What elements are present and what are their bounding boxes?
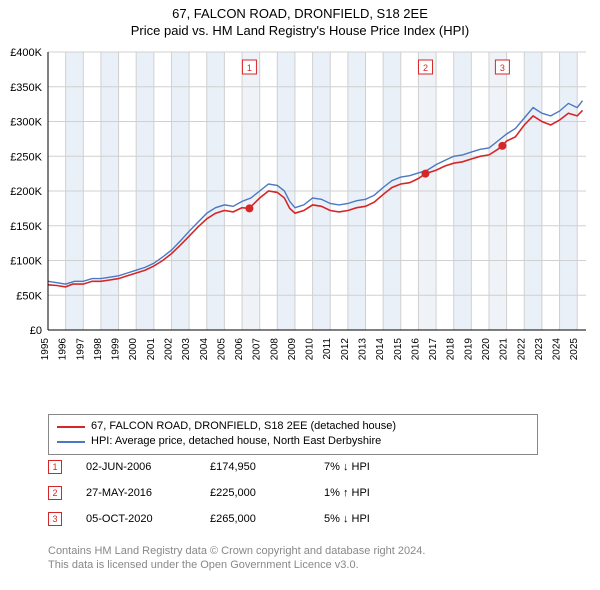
svg-text:1997: 1997 — [75, 338, 86, 361]
svg-text:2010: 2010 — [305, 338, 316, 361]
svg-text:2017: 2017 — [428, 338, 439, 361]
sale-price: £265,000 — [210, 513, 300, 525]
svg-text:2021: 2021 — [499, 338, 510, 361]
sale-hpi-delta: 1% ↑ HPI — [324, 487, 414, 499]
sale-date: 05-OCT-2020 — [86, 513, 186, 525]
svg-text:2007: 2007 — [252, 338, 263, 361]
legend-label-property: 67, FALCON ROAD, DRONFIELD, S18 2EE (det… — [91, 419, 396, 434]
title-block: 67, FALCON ROAD, DRONFIELD, S18 2EE Pric… — [0, 0, 600, 40]
table-row: 3 05-OCT-2020 £265,000 5% ↓ HPI — [48, 510, 414, 528]
svg-text:£0: £0 — [30, 325, 42, 337]
svg-text:2019: 2019 — [463, 338, 474, 361]
chart-title-subtitle: Price paid vs. HM Land Registry's House … — [0, 23, 600, 40]
svg-text:£400K: £400K — [10, 47, 42, 59]
legend-row-property: 67, FALCON ROAD, DRONFIELD, S18 2EE (det… — [57, 419, 529, 434]
svg-text:2002: 2002 — [163, 338, 174, 361]
svg-text:1999: 1999 — [111, 338, 122, 361]
svg-text:2016: 2016 — [410, 338, 421, 361]
svg-text:2003: 2003 — [181, 338, 192, 361]
legend-box: 67, FALCON ROAD, DRONFIELD, S18 2EE (det… — [48, 414, 538, 455]
svg-text:1998: 1998 — [93, 338, 104, 361]
svg-text:3: 3 — [500, 63, 505, 73]
footer-line1: Contains HM Land Registry data © Crown c… — [48, 544, 425, 558]
sale-price: £174,950 — [210, 461, 300, 473]
svg-text:£50K: £50K — [16, 290, 42, 302]
svg-text:2013: 2013 — [358, 338, 369, 361]
svg-text:2018: 2018 — [446, 338, 457, 361]
svg-text:2023: 2023 — [534, 338, 545, 361]
legend-swatch-hpi — [57, 441, 85, 443]
sale-price: £225,000 — [210, 487, 300, 499]
svg-text:2024: 2024 — [552, 338, 563, 361]
footer-attribution: Contains HM Land Registry data © Crown c… — [48, 544, 425, 573]
svg-text:2006: 2006 — [234, 338, 245, 361]
chart-container: 67, FALCON ROAD, DRONFIELD, S18 2EE Pric… — [0, 0, 600, 590]
table-row: 1 02-JUN-2006 £174,950 7% ↓ HPI — [48, 458, 414, 476]
footer-line2: This data is licensed under the Open Gov… — [48, 558, 425, 572]
legend-row-hpi: HPI: Average price, detached house, Nort… — [57, 434, 529, 449]
svg-text:£150K: £150K — [10, 221, 42, 233]
svg-text:2025: 2025 — [569, 338, 580, 361]
svg-text:2001: 2001 — [146, 338, 157, 361]
svg-text:£250K: £250K — [10, 151, 42, 163]
svg-text:2009: 2009 — [287, 338, 298, 361]
svg-text:£300K: £300K — [10, 117, 42, 129]
svg-text:2011: 2011 — [322, 338, 333, 360]
svg-text:2: 2 — [423, 63, 428, 73]
svg-text:£200K: £200K — [10, 186, 42, 198]
sale-date: 02-JUN-2006 — [86, 461, 186, 473]
svg-text:2000: 2000 — [128, 338, 139, 361]
marker-box-2: 2 — [48, 486, 62, 500]
svg-text:2022: 2022 — [516, 338, 527, 361]
svg-text:2015: 2015 — [393, 338, 404, 361]
marker-box-3: 3 — [48, 512, 62, 526]
svg-text:1995: 1995 — [40, 338, 51, 361]
svg-text:2014: 2014 — [375, 338, 386, 361]
svg-text:1: 1 — [247, 63, 252, 73]
legend-swatch-property — [57, 426, 85, 428]
svg-text:2020: 2020 — [481, 338, 492, 361]
price-chart: £0£50K£100K£150K£200K£250K£300K£350K£400… — [48, 44, 590, 372]
sales-table: 1 02-JUN-2006 £174,950 7% ↓ HPI 2 27-MAY… — [48, 458, 414, 536]
svg-text:£100K: £100K — [10, 256, 42, 268]
svg-text:2012: 2012 — [340, 338, 351, 361]
svg-text:2004: 2004 — [199, 338, 210, 361]
sale-date: 27-MAY-2016 — [86, 487, 186, 499]
marker-box-1: 1 — [48, 460, 62, 474]
chart-title-address: 67, FALCON ROAD, DRONFIELD, S18 2EE — [0, 6, 600, 23]
sale-hpi-delta: 5% ↓ HPI — [324, 513, 414, 525]
svg-text:2008: 2008 — [269, 338, 280, 361]
sale-hpi-delta: 7% ↓ HPI — [324, 461, 414, 473]
table-row: 2 27-MAY-2016 £225,000 1% ↑ HPI — [48, 484, 414, 502]
svg-text:1996: 1996 — [58, 338, 69, 361]
svg-text:£350K: £350K — [10, 82, 42, 94]
svg-text:2005: 2005 — [216, 338, 227, 361]
legend-label-hpi: HPI: Average price, detached house, Nort… — [91, 434, 381, 449]
